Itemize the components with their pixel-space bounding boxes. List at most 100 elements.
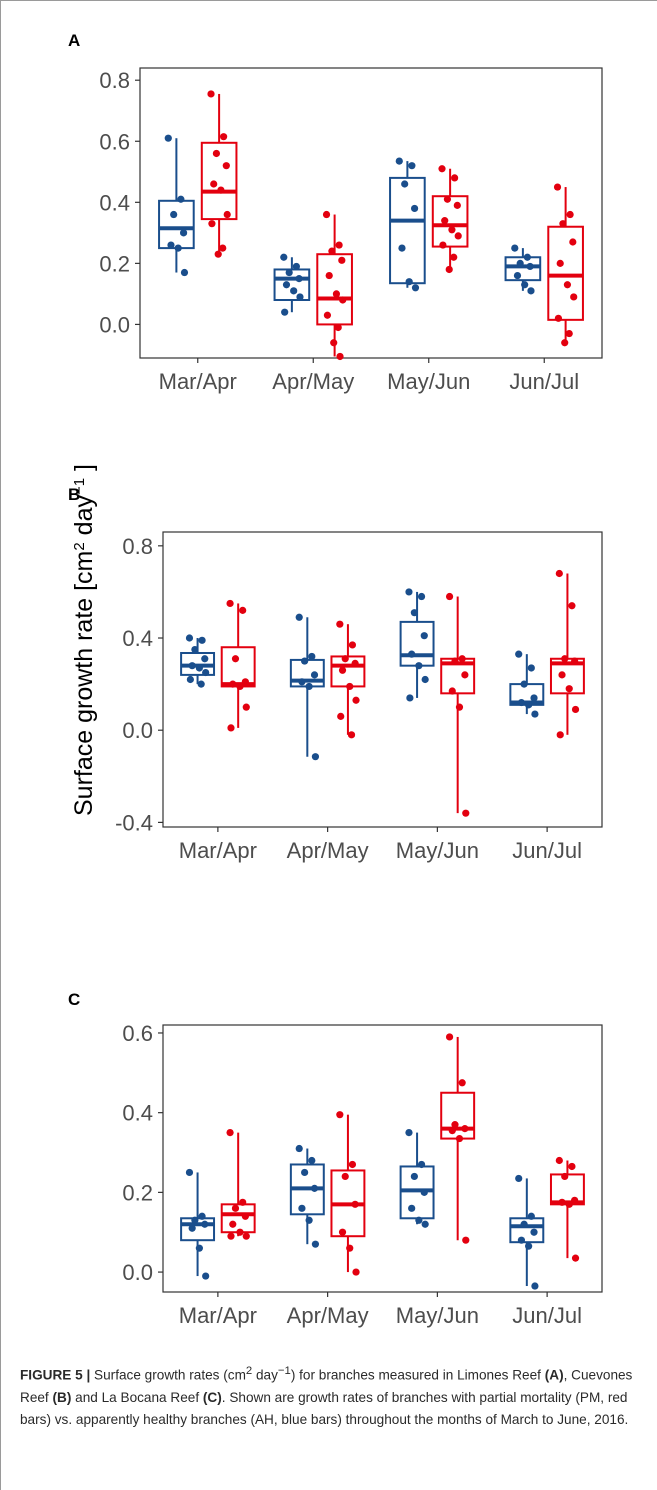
pm-data-point — [461, 671, 469, 679]
ah-data-point — [515, 1174, 523, 1183]
ah-data-point — [188, 662, 196, 670]
pm-data-point — [458, 1079, 466, 1087]
ah-data-point — [521, 281, 529, 289]
ah-data-point — [202, 1272, 210, 1280]
pm-data-point — [338, 666, 347, 674]
caption-sup-2: −1 — [277, 1365, 291, 1377]
pm-data-point — [438, 165, 446, 173]
pm-box — [549, 1173, 585, 1206]
y-tick-label: 0.0 — [122, 1260, 153, 1285]
ah-data-point — [420, 632, 428, 640]
ah-data-point — [295, 1144, 303, 1153]
pm-box — [440, 1091, 476, 1140]
x-tick-label: Apr/May — [287, 838, 369, 863]
y-tick-label: 0.8 — [122, 534, 153, 559]
x-tick-label: Jun/Jul — [512, 838, 582, 863]
ah-data-point — [517, 1236, 526, 1244]
ah-data-point — [523, 253, 531, 261]
x-tick-label: Mar/Apr — [159, 369, 237, 394]
ah-data-point — [167, 241, 175, 249]
ah-data-point — [195, 664, 203, 672]
ah-data-point — [311, 1240, 320, 1248]
pm-data-point — [227, 1232, 235, 1240]
ah-data-point — [301, 1168, 309, 1177]
pm-data-point — [239, 1198, 247, 1206]
y-tick-label: 0.4 — [99, 190, 130, 215]
pm-data-point — [339, 296, 347, 304]
panel-a: A 0.0 0.2 0.4 0.6 0.8 Mar/Apr Apr/May May/Jun Jun… — [68, 31, 603, 394]
pm-data-point — [565, 685, 573, 693]
panel-label: B — [68, 485, 80, 504]
pm-data-point — [348, 641, 357, 649]
pm-data-point — [335, 241, 343, 249]
ah-data-point — [298, 678, 306, 686]
pm-data-point — [462, 809, 470, 817]
pm-data-point — [556, 259, 564, 267]
ah-box — [389, 176, 426, 285]
pm-data-point — [229, 1220, 237, 1228]
figure-svg: A 0.0 0.2 0.4 0.6 0.8 Mar/Apr Apr/May May/Jun Jun… — [68, 31, 603, 1328]
ah-box — [158, 199, 195, 250]
pm-data-point — [227, 724, 235, 732]
x-tick-label: Apr/May — [287, 1303, 369, 1328]
pm-data-point — [241, 1212, 249, 1220]
ah-data-point — [174, 244, 182, 252]
pm-data-point — [338, 1228, 347, 1236]
ah-data-point — [408, 162, 416, 170]
ah-data-point — [420, 1188, 428, 1196]
pm-data-point — [336, 620, 344, 628]
x-tick-label: May/Jun — [396, 838, 479, 863]
pm-data-point — [322, 210, 331, 219]
pm-data-point — [458, 655, 466, 663]
ah-data-point — [395, 157, 403, 165]
ah-data-point — [406, 694, 414, 702]
ah-data-point — [415, 662, 423, 670]
ah-data-point — [292, 262, 300, 271]
pm-data-point — [554, 314, 563, 322]
plot-border — [162, 1024, 603, 1293]
caption-text-1: Surface growth rates (cm — [90, 1367, 246, 1383]
ah-data-point — [520, 1220, 528, 1228]
x-tick-label: Mar/Apr — [179, 838, 257, 863]
pm-data-point — [323, 311, 332, 319]
ah-data-point — [164, 134, 172, 142]
plot-border — [162, 531, 603, 828]
pm-data-point — [559, 220, 567, 228]
pm-data-point — [242, 1232, 250, 1240]
ah-data-point — [410, 204, 419, 213]
ah-data-point — [198, 636, 206, 644]
y-tick-label: 0.4 — [122, 1101, 153, 1126]
ah-data-point — [195, 1244, 203, 1252]
pm-data-point — [445, 1033, 454, 1041]
ah-box — [273, 268, 311, 302]
ah-data-point — [201, 1220, 209, 1228]
y-tick-label: 0.0 — [99, 312, 130, 337]
pm-data-point — [571, 705, 580, 714]
panel-label: C — [68, 990, 80, 1009]
y-tick-label: 0.0 — [122, 718, 153, 743]
ah-data-point — [513, 271, 522, 280]
pm-data-point — [337, 712, 345, 720]
pm-data-point — [561, 655, 569, 663]
panel-b: B -0.4 0.0 0.4 0.8 Mar/Apr Apr/May May/Jun Jun/J… — [68, 485, 603, 863]
pm-data-point — [236, 682, 244, 691]
pm-data-point — [568, 602, 576, 610]
ah-data-point — [511, 244, 519, 252]
pm-data-point — [212, 149, 221, 158]
ah-data-point — [405, 588, 413, 596]
plot-border — [139, 67, 603, 359]
pm-data-point — [553, 183, 562, 191]
pm-data-point — [348, 1160, 357, 1169]
pm-data-point — [565, 329, 573, 338]
caption-label: FIGURE 5 | — [20, 1367, 91, 1383]
ah-box — [399, 620, 435, 667]
ah-box — [504, 256, 542, 282]
ah-data-point — [179, 229, 188, 237]
ah-data-point — [415, 1216, 423, 1224]
ah-data-point — [520, 680, 528, 688]
ah-box — [509, 1217, 545, 1244]
ah-data-point — [191, 645, 199, 654]
x-tick-label: Jun/Jul — [509, 369, 579, 394]
pm-data-point — [448, 226, 456, 234]
pm-data-point — [571, 1196, 579, 1204]
